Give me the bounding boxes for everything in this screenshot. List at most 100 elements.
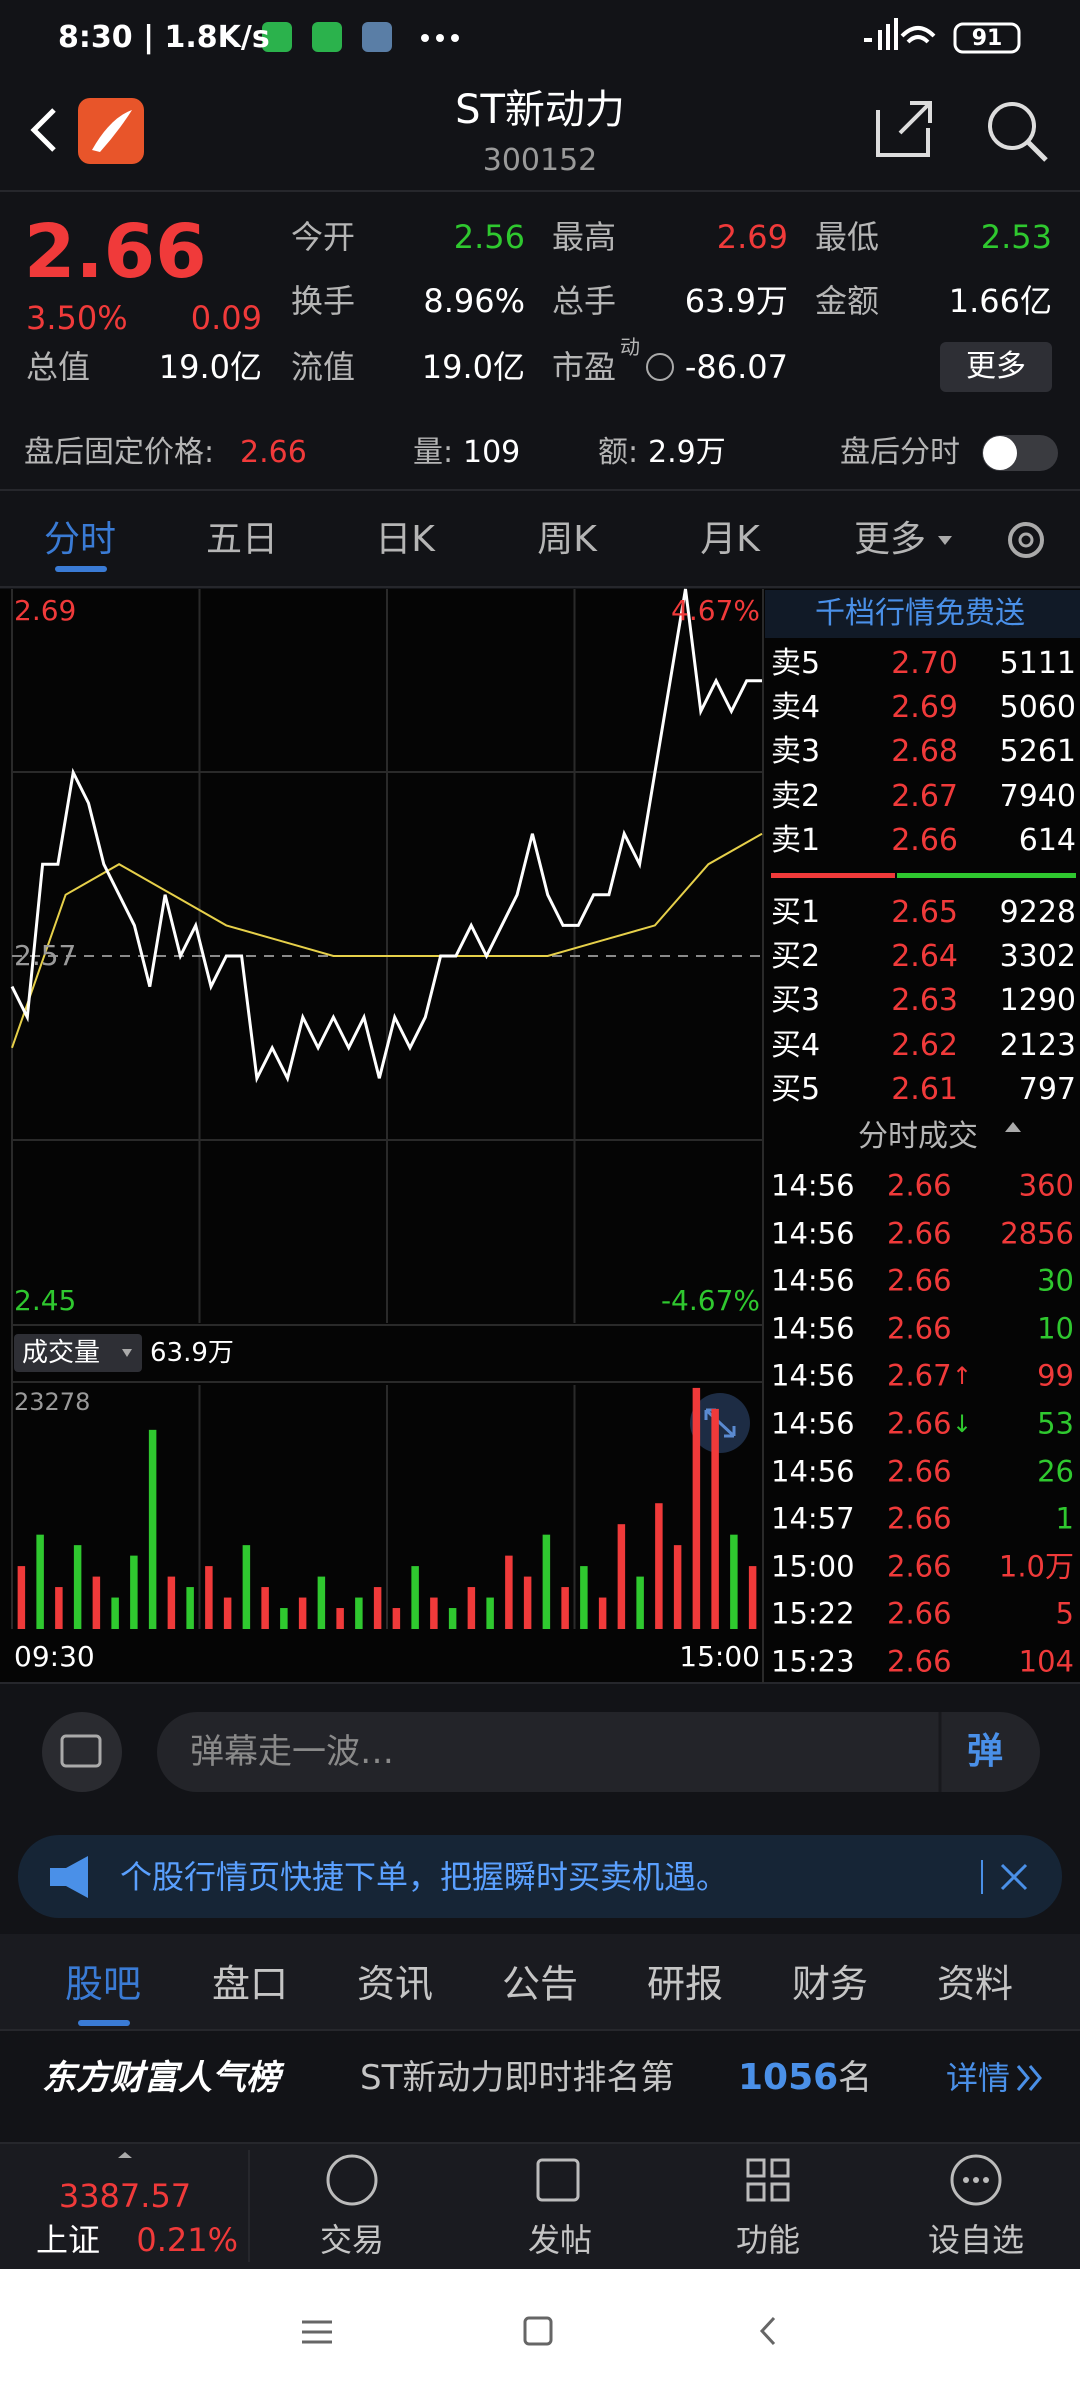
book-label: 买5 [771,1071,821,1107]
book-price: 2.62 [891,1027,958,1063]
more-button[interactable]: 更多 [966,349,1026,384]
volume-bar [598,1597,607,1629]
trade-volume: 1.0万 [998,1549,1074,1584]
volume-bar [167,1576,176,1629]
volume-bar [580,1566,588,1629]
book-volume: 5111 [999,646,1076,681]
book-label: 买1 [771,895,821,930]
section-tab[interactable]: 公告 [501,1962,579,2006]
book-label: 卖1 [771,822,821,858]
change-percent: 3.50% [26,299,128,337]
index-name: 上证 [36,2221,101,2259]
field-value: 2.69 [716,218,788,256]
book-volume: 2123 [999,1027,1076,1063]
volume-axis-label: 23278 [14,1388,91,1416]
volume-bar [430,1597,438,1629]
trade-time: 14:56 [771,1311,855,1346]
chart-tab[interactable]: 更多 [853,519,927,560]
volume-bar [486,1597,494,1629]
popularity-link[interactable]: 详情 [946,2059,1011,2097]
trade-arrow: ↓ [952,1410,973,1438]
section-tab[interactable]: 资料 [936,1962,1014,2006]
nav-item[interactable]: 发帖 [527,2221,593,2259]
comment-input[interactable]: 弹幕走一波… [190,1732,394,1772]
volume-bar [542,1534,551,1629]
field-label: 流值 [291,348,356,386]
nav-item[interactable]: 功能 [735,2221,801,2259]
last-price: 2.66 [24,209,207,295]
trade-volume: 10 [1037,1311,1074,1346]
volume-bar [280,1608,288,1629]
field-label: 今开 [291,218,356,256]
trade-time: 14:56 [771,1406,855,1441]
percent-axis-label: 4.67% [671,594,760,627]
trade-volume: 30 [1037,1263,1074,1298]
popularity-suffix: 名 [838,2058,872,2098]
volume-bar [317,1576,326,1629]
chart-tab[interactable]: 日K [375,519,435,560]
section-tab[interactable]: 资讯 [356,1962,434,2006]
popularity-rank: 1056 [738,2057,839,2098]
volume-bar [73,1545,82,1629]
chart-tab[interactable]: 周K [537,519,597,560]
field-note: 动 [620,335,640,359]
chart-tab[interactable]: 月K [700,519,760,560]
trade-time: 14:56 [771,1358,855,1393]
book-volume: 7940 [999,778,1076,814]
volume-bar [448,1608,457,1629]
volume-bar [523,1576,532,1629]
section-tab[interactable]: 股吧 [64,1962,142,2006]
trade-time: 14:56 [771,1216,855,1251]
field-value: -86.07 [684,348,788,386]
nav-item[interactable]: 设自选 [927,2221,1025,2259]
section-tab[interactable]: 盘口 [211,1962,289,2006]
volume-label: 成交量 [22,1338,101,1368]
toggle-label[interactable]: 盘后分时 [840,435,960,470]
volume-bar [36,1534,44,1629]
time-axis-label: 09:30 [14,1640,95,1673]
book-price: 2.69 [891,690,958,726]
trade-volume: 53 [1037,1406,1074,1441]
book-volume: 797 [1018,1071,1076,1107]
field-value: 63.9万 [684,282,788,320]
volume-bar [505,1555,513,1629]
volume-bar [148,1429,157,1629]
chart-tab[interactable]: 五日 [205,519,279,560]
chart-tab[interactable]: 分时 [43,519,117,560]
field-label: 最高 [552,218,617,256]
trade-price: 2.66 [887,1216,952,1251]
trade-price: 2.66 [887,1263,952,1298]
nav-item[interactable]: 交易 [319,2221,385,2259]
book-volume: 5261 [999,734,1076,770]
trade-time: 15:00 [771,1549,855,1584]
after-hours-volume: 109 [463,435,521,470]
popularity-brand: 东方财富人气榜 [42,2058,280,2098]
danmaku-button[interactable]: 弹 [966,1731,1004,1772]
banner-text[interactable]: 个股行情页快捷下单，把握瞬时买卖机遇。 [120,1858,729,1896]
section-tab[interactable]: 财务 [791,1962,869,2006]
volume-bar [467,1587,476,1629]
time-axis-label: 15:00 [679,1640,760,1673]
battery-level: 91 [971,26,1003,51]
trade-volume: 104 [1018,1644,1074,1679]
average-line [11,832,763,1049]
change-amount: 0.09 [190,299,262,337]
volume-bar [636,1576,644,1629]
volume-bar [730,1534,738,1629]
book-label: 卖4 [771,690,821,726]
volume-bar [673,1545,682,1629]
trade-price: 2.67 [887,1358,952,1393]
trade-arrow: ↑ [952,1362,973,1391]
section-tab[interactable]: 研报 [646,1962,724,2006]
trade-time: 14:56 [771,1168,855,1203]
promo-link[interactable]: 千档行情免费送 [815,596,1025,631]
trade-time: 14:57 [771,1501,855,1536]
trades-title: 分时成交 [858,1119,978,1154]
volume-bar [692,1387,701,1629]
field-label: 总手 [552,282,617,320]
book-label: 卖3 [771,734,821,770]
trade-price: 2.66 [887,1168,952,1203]
field-label: 换手 [291,282,356,320]
price-line [10,588,762,1084]
